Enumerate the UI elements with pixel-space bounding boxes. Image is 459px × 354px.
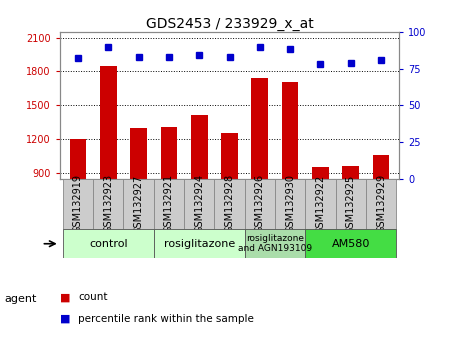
Bar: [312, 167, 329, 179]
Bar: [252, 78, 268, 179]
Text: ■: ■: [60, 314, 70, 324]
Text: agent: agent: [5, 294, 37, 304]
Bar: [93, 179, 123, 229]
Text: GSM132927: GSM132927: [134, 174, 144, 234]
Bar: [63, 179, 93, 229]
Text: GSM132924: GSM132924: [194, 174, 204, 233]
Bar: [221, 133, 238, 179]
Bar: [63, 229, 154, 258]
Text: percentile rank within the sample: percentile rank within the sample: [78, 314, 254, 324]
Text: AM580: AM580: [331, 239, 370, 249]
Text: GSM132926: GSM132926: [255, 174, 265, 233]
Bar: [245, 229, 305, 258]
Bar: [305, 179, 336, 229]
Text: GSM132928: GSM132928: [224, 174, 235, 233]
Title: GDS2453 / 233929_x_at: GDS2453 / 233929_x_at: [146, 17, 313, 31]
Text: GSM132929: GSM132929: [376, 174, 386, 233]
Text: count: count: [78, 292, 107, 302]
Bar: [373, 155, 390, 179]
Bar: [69, 139, 86, 179]
Text: ■: ■: [60, 292, 70, 302]
Bar: [245, 179, 275, 229]
Text: rosiglitazone: rosiglitazone: [163, 239, 235, 249]
Text: control: control: [89, 239, 128, 249]
Bar: [100, 66, 117, 179]
Bar: [161, 127, 177, 179]
Bar: [305, 229, 396, 258]
Text: GSM132930: GSM132930: [285, 175, 295, 233]
Bar: [184, 179, 214, 229]
Bar: [214, 179, 245, 229]
Bar: [154, 179, 184, 229]
Bar: [130, 129, 147, 179]
Text: rosiglitazone
and AGN193109: rosiglitazone and AGN193109: [238, 234, 312, 253]
Text: GSM132921: GSM132921: [164, 174, 174, 233]
Text: GSM132925: GSM132925: [346, 174, 356, 234]
Text: GSM132919: GSM132919: [73, 175, 83, 233]
Text: GSM132922: GSM132922: [315, 174, 325, 234]
Bar: [275, 179, 305, 229]
Bar: [282, 81, 298, 179]
Bar: [123, 179, 154, 229]
Bar: [154, 229, 245, 258]
Bar: [336, 179, 366, 229]
Bar: [191, 115, 207, 179]
Bar: [366, 179, 396, 229]
Bar: [342, 166, 359, 179]
Text: GSM132923: GSM132923: [103, 174, 113, 233]
